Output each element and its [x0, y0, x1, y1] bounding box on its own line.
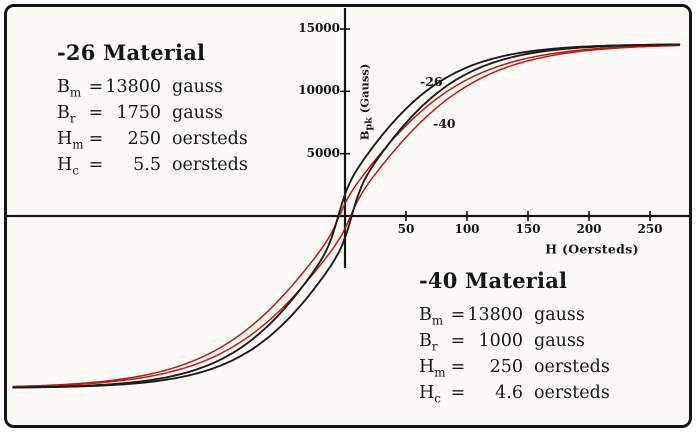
curve-26-upper-branch: [12, 43, 681, 389]
spec-symbol: Hm: [419, 357, 446, 380]
axes: [7, 8, 689, 268]
curve-40-lower-branch: [12, 44, 681, 388]
equals-sign: =: [88, 77, 104, 97]
material-26-panel: -26 Material Bm = 13800 gauss Br = 1750 …: [57, 40, 248, 181]
x-tick-label: 100: [454, 222, 480, 236]
material-40-panel: -40 Material Bm = 13800 gauss Br = 1000 …: [419, 268, 610, 409]
spec-row-bm: Bm = 13800 gauss: [57, 77, 248, 103]
x-tick-label: 200: [576, 222, 602, 236]
y-tick-label: 10000: [298, 83, 340, 98]
spec-row-br: Br = 1750 gauss: [57, 103, 248, 129]
spec-symbol: Bm: [57, 77, 82, 100]
spec-symbol: Br: [419, 331, 438, 354]
spec-row-hm: Hm = 250 oersteds: [57, 129, 248, 155]
equals-sign: =: [88, 155, 104, 175]
spec-row-hc: Hc = 5.5 oersteds: [57, 155, 248, 181]
equals-sign: =: [450, 305, 466, 325]
y-axis-title: Bpk (Gauss): [357, 64, 374, 141]
spec-unit: gauss: [172, 77, 223, 97]
y-axis-title-symbol: B: [357, 130, 372, 141]
material-40-panel-title: -40 Material: [419, 268, 568, 293]
spec-row-hc: Hc = 4.6 oersteds: [419, 383, 610, 409]
material-26-specs: Bm = 13800 gauss Br = 1750 gauss Hm = 25…: [57, 77, 248, 181]
equals-sign: =: [450, 357, 466, 377]
x-tick-label: 250: [637, 222, 663, 236]
spec-value: 13800: [105, 77, 161, 97]
equals-sign: =: [88, 129, 104, 149]
x-tick-label: 50: [397, 222, 415, 236]
spec-symbol: Hc: [419, 383, 441, 406]
spec-value: 4.6: [495, 383, 523, 403]
spec-value: 250: [489, 357, 523, 377]
curve-label-40: -40: [433, 116, 456, 131]
spec-unit: gauss: [534, 331, 585, 351]
spec-unit: oersteds: [172, 155, 248, 175]
spec-value: 5.5: [133, 155, 161, 175]
x-tick-label: 150: [515, 222, 541, 236]
spec-symbol: Bm: [419, 305, 444, 328]
spec-unit: gauss: [172, 103, 223, 123]
curve-26-lower-branch: [12, 43, 681, 389]
spec-symbol: Hc: [57, 155, 79, 178]
material-40-specs: Bm = 13800 gauss Br = 1000 gauss Hm = 25…: [419, 305, 610, 409]
spec-row-br: Br = 1000 gauss: [419, 331, 610, 357]
y-axis-title-unit: (Gauss): [357, 63, 372, 118]
spec-symbol: Hm: [57, 129, 84, 152]
curve-40-upper-branch: [12, 44, 681, 388]
y-tick-label: 5000: [306, 145, 340, 160]
equals-sign: =: [450, 331, 466, 351]
spec-unit: oersteds: [534, 357, 610, 377]
spec-row-hm: Hm = 250 oersteds: [419, 357, 610, 383]
x-axis-title: H (Oersteds): [545, 241, 639, 257]
spec-row-bm: Bm = 13800 gauss: [419, 305, 610, 331]
spec-unit: oersteds: [172, 129, 248, 149]
curves: [12, 43, 681, 389]
curve-label-26: -26: [420, 74, 443, 89]
y-axis-title-subscript: pk: [363, 117, 375, 131]
spec-unit: gauss: [534, 305, 585, 325]
spec-symbol: Br: [57, 103, 76, 126]
spec-value: 1000: [478, 331, 523, 351]
spec-value: 1750: [116, 103, 161, 123]
material-26-panel-title: -26 Material: [57, 40, 206, 65]
spec-unit: oersteds: [534, 383, 610, 403]
equals-sign: =: [88, 103, 104, 123]
equals-sign: =: [450, 383, 466, 403]
spec-value: 250: [127, 129, 161, 149]
spec-value: 13800: [467, 305, 523, 325]
y-tick-label: 15000: [298, 21, 340, 36]
